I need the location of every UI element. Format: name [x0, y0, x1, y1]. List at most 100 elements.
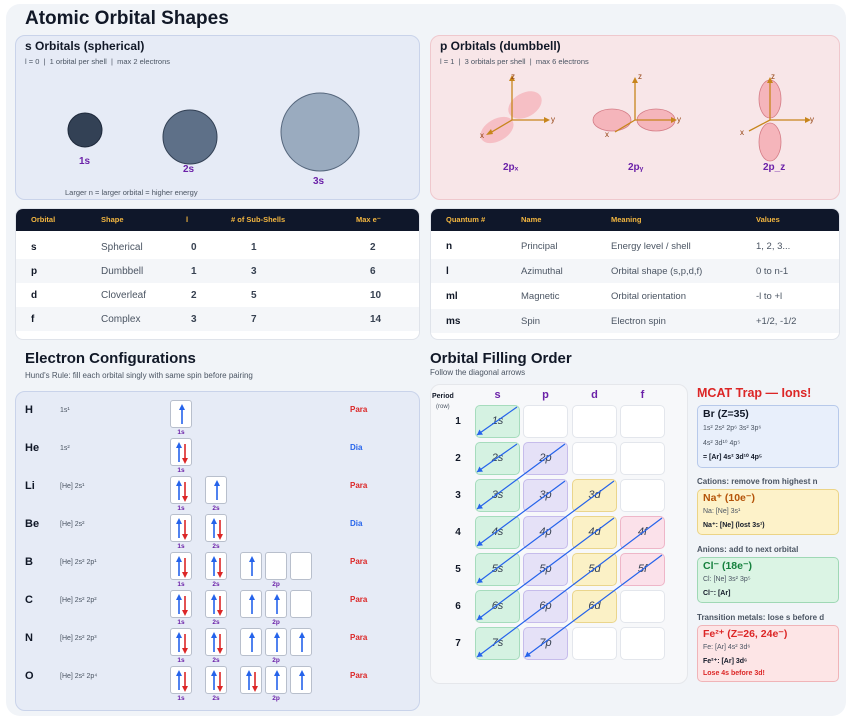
- subshell-cell-7p: [523, 627, 568, 660]
- element-config: 1s¹: [60, 407, 70, 414]
- py-axis-z-label: z: [638, 72, 642, 81]
- orbital-2s-sphere: [162, 109, 218, 165]
- orbital-2pz-diagram: [748, 77, 811, 162]
- orbital-box: [240, 590, 262, 618]
- orbital-box-label: 2s: [212, 581, 220, 588]
- header-name: Name: [521, 215, 542, 224]
- cell-l: 2: [191, 290, 197, 301]
- orbital-box-label: 1s: [177, 467, 185, 474]
- cell-subshells: 3: [251, 266, 257, 277]
- table-row: p Dumbbell 1 3 6: [16, 259, 419, 283]
- quantum-table: Quantum # Name Meaning Values n Principa…: [430, 208, 840, 340]
- element-config: [He] 2s² 2p⁴: [60, 673, 98, 680]
- element-symbol: C: [25, 594, 33, 606]
- table-row: ml Magnetic Orbital orientation -l to +l: [431, 284, 839, 308]
- filling-arrowhead: [477, 540, 483, 546]
- filling-arrowhead: [477, 503, 483, 509]
- cell-name: Magnetic: [521, 291, 560, 302]
- orbital-box: [290, 552, 312, 580]
- subshell-cell-7s: [475, 627, 520, 660]
- transition-metal-caption: Transition metals: lose s before d: [697, 613, 825, 622]
- empty-cell: [572, 442, 617, 475]
- cell-name: Principal: [521, 241, 558, 252]
- row-header: (row): [436, 404, 450, 410]
- filling-arrow: [476, 480, 615, 584]
- subshell-label: 6s: [491, 600, 504, 612]
- orbital-box: [240, 666, 262, 694]
- cl-example-box: [697, 557, 839, 603]
- orbital-box: [205, 590, 227, 618]
- cell-shape: Complex: [101, 314, 141, 325]
- na-heading: Na⁺ (10e⁻): [703, 492, 755, 504]
- label-2px: 2pₓ: [503, 162, 519, 173]
- trap-title: MCAT Trap — Ions!: [697, 386, 812, 400]
- magnetism-label: Para: [350, 481, 368, 490]
- header-l: l: [186, 215, 189, 224]
- orbital-box: [170, 628, 192, 656]
- filling-arrowhead: [477, 577, 483, 583]
- filling-arrowhead: [525, 651, 531, 657]
- cell-meaning: Orbital shape (s,p,d,f): [611, 266, 703, 277]
- empty-cell: [620, 479, 665, 512]
- orbital-box-label: 1s: [177, 505, 185, 512]
- period-number: 4: [455, 527, 461, 538]
- cell-name: Azimuthal: [521, 266, 563, 277]
- orbital-box: [205, 476, 227, 504]
- subshell-cell-4s: [475, 516, 520, 549]
- filling-arrowhead: [477, 466, 483, 472]
- period-number: 2: [455, 453, 461, 464]
- subshell-cell-3s: [475, 479, 520, 512]
- magnetism-label: Para: [350, 595, 368, 604]
- na-line-1: Na: [Ne] 3s¹: [703, 508, 741, 515]
- element-symbol: Be: [25, 518, 40, 530]
- label-2py: 2pᵧ: [628, 162, 644, 173]
- na-line-2: Na⁺: [Ne] (lost 3s¹): [703, 522, 765, 529]
- column-header-s: s: [494, 389, 501, 401]
- fe-line-1: Fe: [Ar] 4s² 3d⁶: [703, 644, 751, 651]
- orbital-box: [205, 628, 227, 656]
- table-row: d Cloverleaf 2 5 10: [16, 283, 419, 307]
- orbital-box-label: 2p: [272, 581, 280, 588]
- element-symbol: H: [25, 404, 33, 416]
- cell-orbital: d: [31, 290, 38, 301]
- cell-l: 1: [191, 266, 197, 277]
- cell-l: 0: [191, 242, 197, 253]
- element-config: 1s²: [60, 445, 70, 452]
- subshell-label: 7s: [491, 637, 504, 649]
- header-meaning: Meaning: [611, 215, 642, 224]
- magnetism-label: Dia: [350, 519, 363, 528]
- cell-values: 0 to n-1: [756, 266, 789, 277]
- empty-cell: [620, 442, 665, 475]
- empty-cell: [620, 405, 665, 438]
- px-axis-x-label: x: [480, 131, 484, 140]
- label-3s: 3s: [313, 176, 325, 187]
- empty-cell: [572, 405, 617, 438]
- electron-config-panel: [15, 391, 420, 711]
- cell-orbital: s: [31, 242, 37, 253]
- orbital-box: [290, 590, 312, 618]
- period-header: Period: [432, 393, 454, 400]
- s-orbitals-title: s Orbitals (spherical): [25, 39, 145, 53]
- element-symbol: He: [25, 442, 40, 454]
- table-row: s Spherical 0 1 2: [16, 235, 419, 259]
- subshell-label: 4s: [491, 526, 504, 538]
- br-heading: Br (Z=35): [703, 408, 749, 420]
- element-symbol: Li: [25, 480, 35, 492]
- header-quantum: Quantum #: [446, 215, 486, 224]
- element-config: [He] 2s² 2p¹: [60, 559, 97, 566]
- p-orbitals-subtitle: l = 1 | 3 orbitals per shell | max 6 ele…: [440, 57, 589, 66]
- pz-axis-y-label: y: [810, 115, 814, 124]
- orbital-2py-diagram: [592, 77, 677, 133]
- empty-cell: [523, 405, 568, 438]
- header-values: Values: [756, 215, 780, 224]
- period-number: 3: [455, 490, 461, 501]
- cell-meaning: Electron spin: [611, 316, 666, 327]
- cell-max-e: 14: [370, 314, 382, 325]
- filling-arrow: [476, 517, 615, 621]
- orbital-1s-sphere: [67, 112, 103, 148]
- orbital-box-label: 2s: [212, 657, 220, 664]
- cell-subshells: 7: [251, 314, 257, 325]
- magnetism-label: Para: [350, 633, 368, 642]
- cell-meaning: Energy level / shell: [611, 241, 691, 252]
